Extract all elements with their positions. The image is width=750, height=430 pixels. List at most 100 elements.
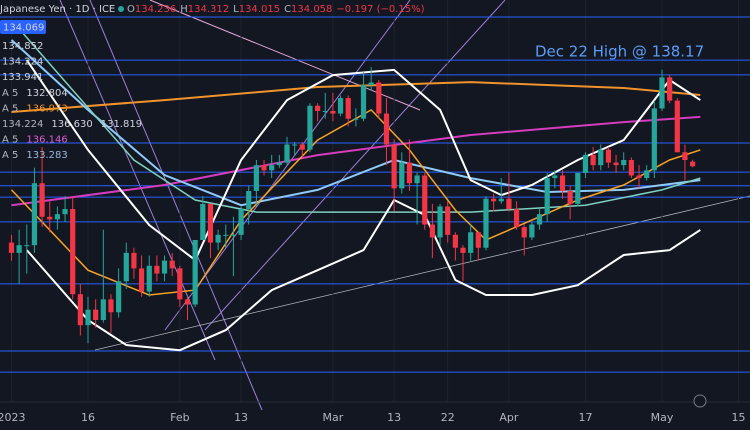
annotation: Dec 22 High @ 138.17	[535, 43, 704, 61]
candle-body	[376, 82, 382, 114]
candle-body	[529, 224, 535, 238]
candle-body	[468, 232, 474, 253]
candle-body	[192, 240, 198, 305]
indicator-label: A 5 136.146	[2, 135, 68, 146]
candle-body	[223, 234, 229, 236]
candle-body	[146, 265, 152, 292]
candle-body	[437, 206, 443, 238]
candle-body	[8, 242, 15, 253]
candle-body	[200, 203, 206, 240]
symbol: Japanese Yen · 1D · ICE	[0, 4, 115, 15]
candle-body	[253, 165, 259, 191]
indicator-label: 133.941	[2, 72, 43, 83]
x-tick-label: 13	[234, 411, 248, 424]
candle-body	[690, 161, 696, 167]
candle-body	[613, 162, 619, 166]
candle-body	[491, 198, 497, 202]
candle-body	[269, 165, 275, 171]
indicator-line	[10, 39, 701, 207]
indicator-value: 134.224	[2, 119, 43, 130]
candle-body	[123, 252, 129, 282]
candle-body	[360, 85, 367, 119]
candle-body	[414, 175, 420, 184]
candle-body	[307, 105, 313, 150]
trend-line	[204, 0, 506, 331]
candle-body	[131, 252, 137, 269]
indicator-value: 134.852	[2, 41, 43, 52]
x-tick-label: May	[651, 411, 674, 424]
candle-body	[169, 260, 175, 269]
candle-body	[315, 105, 321, 111]
candle-body	[429, 224, 435, 238]
candle-body	[177, 268, 183, 300]
candle-body	[108, 299, 114, 313]
candle-body	[391, 144, 397, 189]
candle-body	[39, 183, 45, 217]
indicator-value: 133.941	[2, 72, 43, 83]
candle-body	[368, 82, 374, 86]
candle-body	[575, 172, 581, 204]
indicator-label: A 5 133.283	[2, 150, 68, 161]
ohlc-value: 134.312	[188, 4, 229, 15]
candle-body	[460, 247, 466, 253]
candle-body	[31, 183, 38, 246]
indicator-value: 136.630	[51, 119, 92, 130]
candle-body	[422, 175, 428, 225]
candle-body	[651, 108, 657, 171]
x-tick-label: 13	[387, 411, 401, 424]
price-tag: 134.069	[3, 23, 44, 34]
candle-body	[559, 175, 566, 191]
candle-body	[544, 178, 550, 215]
candle-body	[54, 214, 60, 220]
x-tick-label: 22	[441, 411, 455, 424]
candle-body	[77, 294, 83, 326]
change: −0.197 (−0.15%)	[336, 4, 424, 15]
candle-body	[330, 110, 336, 114]
ohlc-legend: O134.236 H134.312 L134.015 C134.058 −0.197 (…	[127, 4, 425, 15]
candle-body	[215, 234, 221, 243]
x-tick-label: Mar	[323, 411, 344, 424]
indicator-value: 134.224	[2, 57, 43, 68]
candle-body	[154, 265, 160, 274]
candle-body	[207, 203, 214, 243]
candle-body	[70, 209, 76, 295]
candle-body	[16, 245, 22, 253]
candle-body	[552, 175, 558, 179]
indicator-value: 136.973	[26, 103, 67, 114]
indicator-value: A 5	[2, 88, 18, 99]
candle-body	[399, 162, 405, 189]
candle-body	[445, 206, 451, 235]
trend-line	[89, 0, 263, 411]
candle-body	[345, 98, 351, 119]
indicator-label: 134.852	[2, 41, 43, 52]
trend-line	[149, 0, 421, 111]
x-tick-label: Feb	[170, 411, 189, 424]
scroll-icon[interactable]	[693, 394, 707, 408]
ohlc-value: 134.015	[239, 4, 280, 15]
indicator-line	[10, 19, 701, 213]
candle-body	[246, 190, 252, 210]
candle-body	[62, 209, 68, 215]
indicator-label: 134.224	[2, 57, 43, 68]
status-dot	[118, 6, 124, 12]
candle-body	[337, 98, 344, 114]
ohlc-label: C	[284, 4, 291, 15]
plot	[0, 0, 750, 402]
candle-body	[85, 309, 91, 326]
candle-body	[383, 113, 390, 145]
indicator-line	[11, 115, 701, 207]
candle-body	[628, 160, 634, 176]
price-tag-box	[0, 20, 46, 34]
candle-body	[621, 160, 627, 166]
candle-body	[483, 198, 489, 248]
candle-body	[353, 118, 359, 120]
candle-body	[238, 209, 244, 235]
indicator-value: 136.146	[26, 135, 67, 146]
indicator-label: A 5 132.804	[2, 88, 68, 99]
x-tick-label: Apr	[499, 411, 519, 424]
candle-body	[659, 77, 665, 109]
candle-body	[138, 268, 145, 292]
ohlc-value: 134.236	[135, 4, 176, 15]
candle-body	[47, 216, 53, 220]
candle-body	[93, 309, 99, 320]
